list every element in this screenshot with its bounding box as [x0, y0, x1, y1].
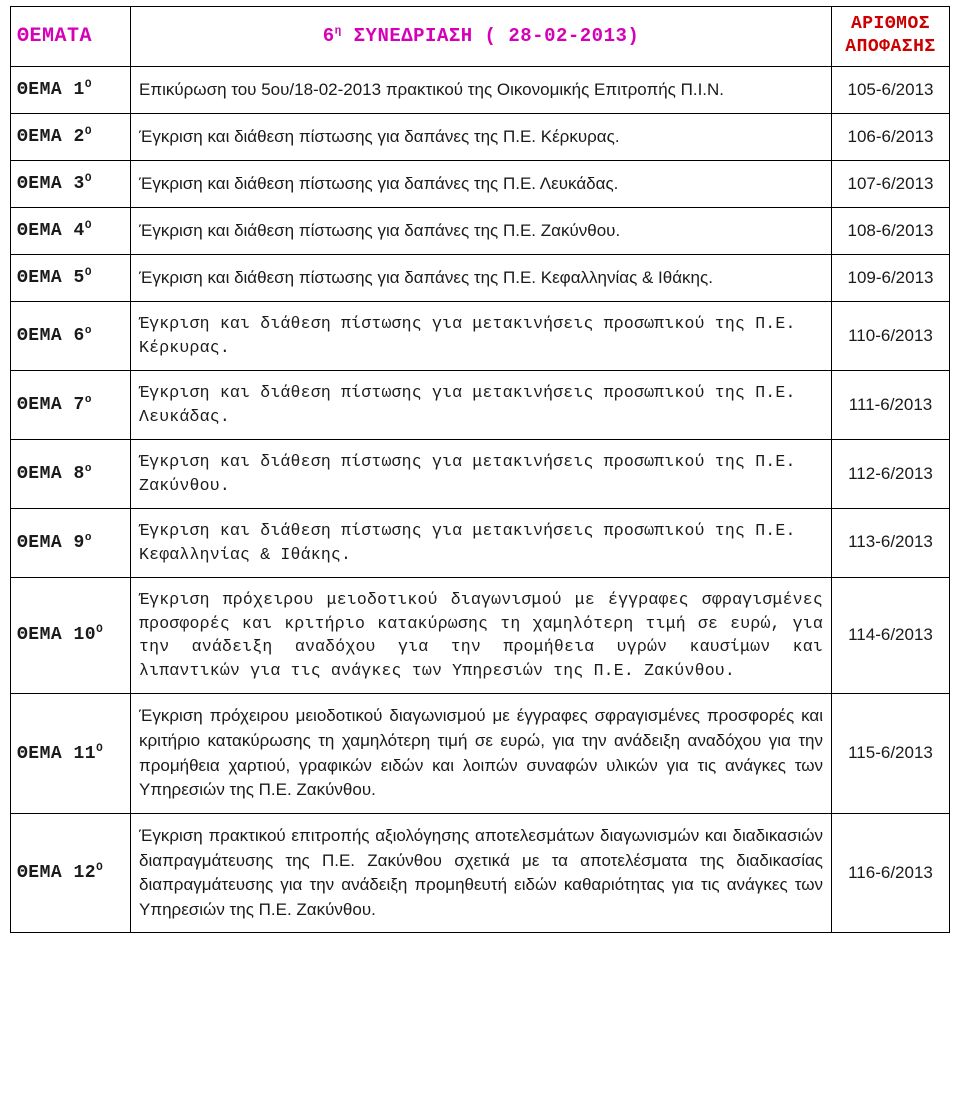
- theme-label-sup: ο: [85, 463, 92, 475]
- theme-description: Έγκριση και διάθεση πίστωσης για δαπάνες…: [131, 113, 832, 160]
- header-session-num: 6: [323, 25, 335, 47]
- table-row: ΘΕΜΑ 9οΈγκριση και διάθεση πίστωσης για …: [11, 508, 950, 577]
- decision-number: 114-6/2013: [832, 577, 950, 694]
- theme-label-main: ΘΕΜΑ 1: [17, 80, 85, 100]
- theme-label: ΘΕΜΑ 10Ο: [11, 577, 131, 694]
- theme-description: Έγκριση πρόχειρου μειοδοτικού διαγωνισμο…: [131, 577, 832, 694]
- theme-label: ΘΕΜΑ 9ο: [11, 508, 131, 577]
- theme-description: Επικύρωση του 5ου/18-02-2013 πρακτικού τ…: [131, 66, 832, 113]
- theme-label-sup: ο: [85, 532, 92, 544]
- table-row: ΘΕΜΑ 11ΟΈγκριση πρόχειρου μειοδοτικού δι…: [11, 694, 950, 814]
- theme-label: ΘΕΜΑ 8ο: [11, 439, 131, 508]
- decision-number: 108-6/2013: [832, 208, 950, 255]
- theme-label: ΘΕΜΑ 2Ο: [11, 113, 131, 160]
- table-row: ΘΕΜΑ 1ΟΕπικύρωση του 5ου/18-02-2013 πρακ…: [11, 66, 950, 113]
- theme-description: Έγκριση πρακτικού επιτροπής αξιολόγησης …: [131, 813, 832, 933]
- decision-number: 111-6/2013: [832, 371, 950, 440]
- theme-description: Έγκριση και διάθεση πίστωσης για μετακιν…: [131, 508, 832, 577]
- theme-description: Έγκριση και διάθεση πίστωσης για δαπάνες…: [131, 160, 832, 207]
- theme-label-main: ΘΕΜΑ 7: [17, 395, 85, 415]
- theme-label-sup: Ο: [85, 173, 92, 185]
- theme-label-sup: ο: [85, 325, 92, 337]
- theme-description: Έγκριση και διάθεση πίστωσης για δαπάνες…: [131, 255, 832, 302]
- table-row: ΘΕΜΑ 3ΟΈγκριση και διάθεση πίστωσης για …: [11, 160, 950, 207]
- decision-number: 116-6/2013: [832, 813, 950, 933]
- header-session-sup: η: [335, 25, 342, 37]
- theme-label-sup: Ο: [96, 862, 103, 874]
- decision-number: 107-6/2013: [832, 160, 950, 207]
- decision-number: 110-6/2013: [832, 302, 950, 371]
- decision-number: 106-6/2013: [832, 113, 950, 160]
- theme-label-sup: Ο: [85, 220, 92, 232]
- header-session: 6η ΣΥΝΕΔΡΙΑΣΗ ( 28-02-2013): [131, 7, 832, 67]
- header-decision-l1: ΑΡΙΘΜΟΣ: [851, 14, 930, 34]
- table-row: ΘΕΜΑ 12ΟΈγκριση πρακτικού επιτροπής αξιο…: [11, 813, 950, 933]
- header-decision-number: ΑΡΙΘΜΟΣ ΑΠΟΦΑΣΗΣ: [832, 7, 950, 67]
- table-row: ΘΕΜΑ 6οΈγκριση και διάθεση πίστωσης για …: [11, 302, 950, 371]
- theme-label-main: ΘΕΜΑ 4: [17, 221, 85, 241]
- theme-description: Έγκριση πρόχειρου μειοδοτικού διαγωνισμο…: [131, 694, 832, 814]
- theme-label-sup: Ο: [96, 624, 103, 636]
- decision-number: 113-6/2013: [832, 508, 950, 577]
- theme-label-main: ΘΕΜΑ 9: [17, 533, 85, 553]
- theme-label-main: ΘΕΜΑ 5: [17, 268, 85, 288]
- header-themata: ΘΕΜΑΤΑ: [11, 7, 131, 67]
- decision-number: 115-6/2013: [832, 694, 950, 814]
- decision-number: 105-6/2013: [832, 66, 950, 113]
- theme-label: ΘΕΜΑ 6ο: [11, 302, 131, 371]
- table-row: ΘΕΜΑ 2ΟΈγκριση και διάθεση πίστωσης για …: [11, 113, 950, 160]
- theme-label-main: ΘΕΜΑ 8: [17, 464, 85, 484]
- theme-description: Έγκριση και διάθεση πίστωσης για μετακιν…: [131, 302, 832, 371]
- theme-label-sup: Ο: [85, 79, 92, 91]
- theme-label-sup: Ο: [96, 743, 103, 755]
- theme-label: ΘΕΜΑ 3Ο: [11, 160, 131, 207]
- theme-description: Έγκριση και διάθεση πίστωσης για δαπάνες…: [131, 208, 832, 255]
- theme-label-main: ΘΕΜΑ 2: [17, 127, 85, 147]
- header-session-rest: ΣΥΝΕΔΡΙΑΣΗ ( 28-02-2013): [342, 25, 640, 47]
- theme-description: Έγκριση και διάθεση πίστωσης για μετακιν…: [131, 371, 832, 440]
- table-row: ΘΕΜΑ 10ΟΈγκριση πρόχειρου μειοδοτικού δι…: [11, 577, 950, 694]
- theme-label: ΘΕΜΑ 7ο: [11, 371, 131, 440]
- theme-label-main: ΘΕΜΑ 3: [17, 174, 85, 194]
- theme-label-main: ΘΕΜΑ 11: [17, 744, 96, 764]
- theme-label: ΘΕΜΑ 11Ο: [11, 694, 131, 814]
- theme-label-main: ΘΕΜΑ 6: [17, 326, 85, 346]
- theme-label: ΘΕΜΑ 1Ο: [11, 66, 131, 113]
- agenda-table: ΘΕΜΑΤΑ 6η ΣΥΝΕΔΡΙΑΣΗ ( 28-02-2013) ΑΡΙΘΜ…: [10, 6, 950, 933]
- table-row: ΘΕΜΑ 4ΟΈγκριση και διάθεση πίστωσης για …: [11, 208, 950, 255]
- table-row: ΘΕΜΑ 8οΈγκριση και διάθεση πίστωσης για …: [11, 439, 950, 508]
- theme-label-sup: ο: [85, 394, 92, 406]
- decision-number: 109-6/2013: [832, 255, 950, 302]
- theme-label-sup: Ο: [85, 267, 92, 279]
- header-row: ΘΕΜΑΤΑ 6η ΣΥΝΕΔΡΙΑΣΗ ( 28-02-2013) ΑΡΙΘΜ…: [11, 7, 950, 67]
- table-row: ΘΕΜΑ 5ΟΈγκριση και διάθεση πίστωσης για …: [11, 255, 950, 302]
- theme-label: ΘΕΜΑ 5Ο: [11, 255, 131, 302]
- decision-number: 112-6/2013: [832, 439, 950, 508]
- theme-description: Έγκριση και διάθεση πίστωσης για μετακιν…: [131, 439, 832, 508]
- theme-label: ΘΕΜΑ 12Ο: [11, 813, 131, 933]
- theme-label-main: ΘΕΜΑ 12: [17, 863, 96, 883]
- header-decision-l2: ΑΠΟΦΑΣΗΣ: [845, 37, 935, 57]
- table-row: ΘΕΜΑ 7οΈγκριση και διάθεση πίστωσης για …: [11, 371, 950, 440]
- theme-label-sup: Ο: [85, 126, 92, 138]
- theme-label: ΘΕΜΑ 4Ο: [11, 208, 131, 255]
- theme-label-main: ΘΕΜΑ 10: [17, 625, 96, 645]
